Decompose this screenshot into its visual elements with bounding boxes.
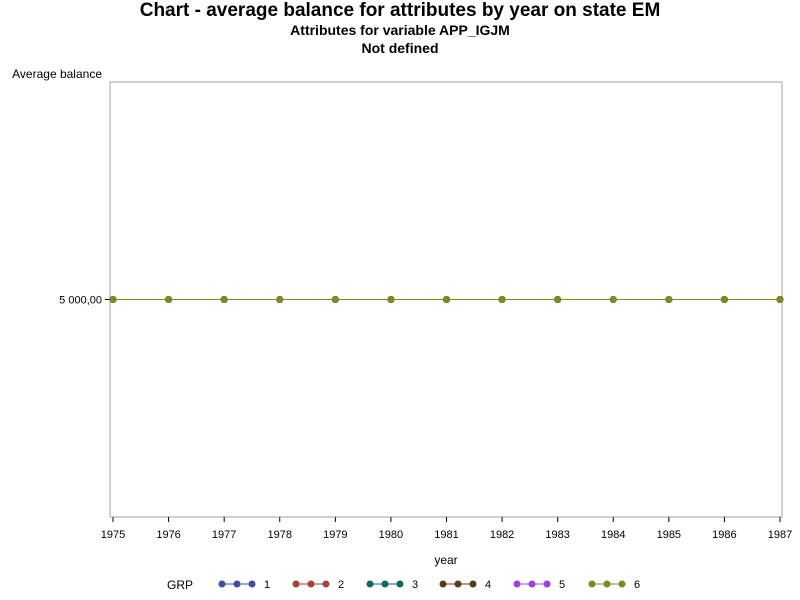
x-tick-label: 1984	[601, 529, 625, 541]
legend-item: 6	[589, 579, 641, 591]
x-tick-label: 1980	[379, 529, 403, 541]
x-tick-label: 1978	[268, 529, 292, 541]
legend-marker	[544, 581, 551, 588]
legend-marker	[514, 581, 521, 588]
legend: GRP 1 2 3 4 5 6	[167, 578, 640, 592]
series-6	[110, 296, 784, 303]
x-tick-label: 1979	[323, 529, 347, 541]
x-tick-label: 1983	[545, 529, 569, 541]
y-tick-label: 5 000,00	[59, 295, 102, 307]
y-axis-label: Average balance	[12, 67, 102, 81]
data-point	[221, 296, 228, 303]
x-axis: 1975 1976 1977 1978 1979 1980 1981 1982 1983 1984…	[101, 517, 792, 541]
legend-marker	[604, 581, 611, 588]
x-tick-label: 1975	[101, 529, 125, 541]
legend-marker	[293, 581, 300, 588]
legend-marker	[234, 581, 241, 588]
legend-item: 5	[514, 579, 566, 591]
legend-label: 4	[485, 579, 491, 591]
legend-label: 6	[634, 579, 640, 591]
legend-label: 3	[412, 579, 418, 591]
x-axis-label: year	[434, 553, 457, 567]
data-point	[721, 296, 728, 303]
legend-marker	[249, 581, 256, 588]
legend-item: 1	[219, 579, 271, 591]
legend-marker	[219, 581, 226, 588]
x-tick-label: 1977	[212, 529, 236, 541]
data-point	[554, 296, 561, 303]
legend-label: 5	[559, 579, 565, 591]
legend-marker	[529, 581, 536, 588]
x-tick-label: 1981	[434, 529, 458, 541]
data-point	[276, 296, 283, 303]
x-tick-label: 1986	[712, 529, 736, 541]
data-point	[610, 296, 617, 303]
legend-marker	[440, 581, 447, 588]
legend-item: 4	[440, 579, 492, 591]
legend-label: 1	[264, 579, 270, 591]
legend-title: GRP	[167, 578, 193, 592]
legend-marker	[470, 581, 477, 588]
legend-marker	[619, 581, 626, 588]
legend-item: 3	[367, 579, 419, 591]
x-tick-label: 1982	[490, 529, 514, 541]
legend-item: 2	[293, 579, 345, 591]
legend-marker	[323, 581, 330, 588]
legend-label: 2	[338, 579, 344, 591]
legend-marker	[382, 581, 389, 588]
data-point	[665, 296, 672, 303]
series-layer	[110, 296, 784, 303]
data-point	[387, 296, 394, 303]
data-point	[110, 296, 117, 303]
legend-marker	[367, 581, 374, 588]
data-point	[165, 296, 172, 303]
y-axis: 5 000,00	[59, 295, 110, 307]
data-point	[443, 296, 450, 303]
data-point	[499, 296, 506, 303]
x-tick-label: 1985	[657, 529, 681, 541]
legend-marker	[455, 581, 462, 588]
x-tick-label: 1976	[156, 529, 180, 541]
x-tick-label: 1987	[768, 529, 792, 541]
legend-marker	[589, 581, 596, 588]
legend-marker	[308, 581, 315, 588]
data-point	[332, 296, 339, 303]
data-point	[777, 296, 784, 303]
legend-marker	[397, 581, 404, 588]
